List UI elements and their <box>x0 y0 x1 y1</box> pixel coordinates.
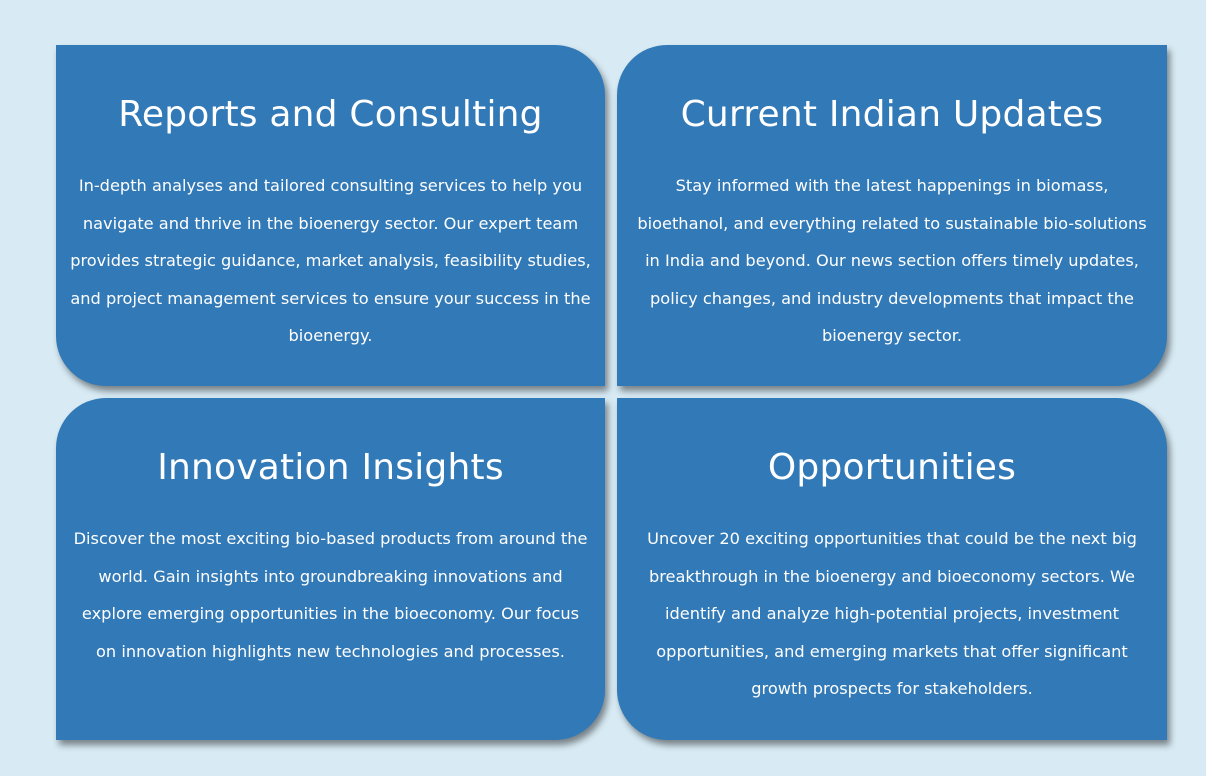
card-description: Stay informed with the latest happenings… <box>637 176 1147 345</box>
card-current-indian-updates: Current Indian Updates Stay informed wit… <box>617 45 1167 386</box>
card-opportunities: Opportunities Uncover 20 exciting opport… <box>617 398 1167 740</box>
card-innovation-insights: Innovation Insights Discover the most ex… <box>56 398 605 740</box>
feature-cards-grid: Reports and Consulting In-depth analyses… <box>56 45 1167 740</box>
card-title: Reports and Consulting <box>118 94 543 135</box>
card-title: Current Indian Updates <box>680 94 1104 135</box>
card-description: Discover the most exciting bio-based pro… <box>73 529 588 661</box>
card-description: Uncover 20 exciting opportunities that c… <box>647 529 1137 698</box>
card-title: Innovation Insights <box>157 447 504 488</box>
card-title: Opportunities <box>767 447 1017 488</box>
card-reports-and-consulting: Reports and Consulting In-depth analyses… <box>56 45 605 386</box>
card-description: In-depth analyses and tailored consultin… <box>70 176 591 345</box>
